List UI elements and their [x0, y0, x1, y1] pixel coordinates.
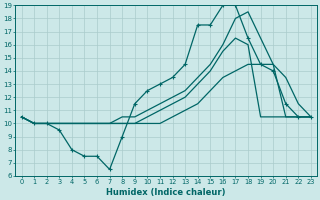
X-axis label: Humidex (Indice chaleur): Humidex (Indice chaleur)	[107, 188, 226, 197]
